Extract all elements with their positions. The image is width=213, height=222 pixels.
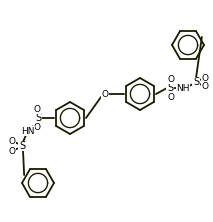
Text: O: O bbox=[102, 89, 108, 99]
Text: O: O bbox=[9, 137, 16, 145]
Text: S: S bbox=[167, 83, 173, 93]
Text: O: O bbox=[167, 93, 174, 101]
Text: O: O bbox=[167, 75, 174, 83]
Text: O: O bbox=[201, 73, 209, 83]
Text: S: S bbox=[35, 113, 41, 123]
Text: O: O bbox=[201, 81, 209, 91]
Text: NH: NH bbox=[176, 83, 190, 93]
Text: O: O bbox=[33, 105, 40, 113]
Text: O: O bbox=[33, 123, 40, 131]
Text: O: O bbox=[9, 147, 16, 155]
Text: S: S bbox=[193, 77, 199, 87]
Text: HN: HN bbox=[21, 127, 35, 135]
Text: S: S bbox=[19, 141, 25, 151]
